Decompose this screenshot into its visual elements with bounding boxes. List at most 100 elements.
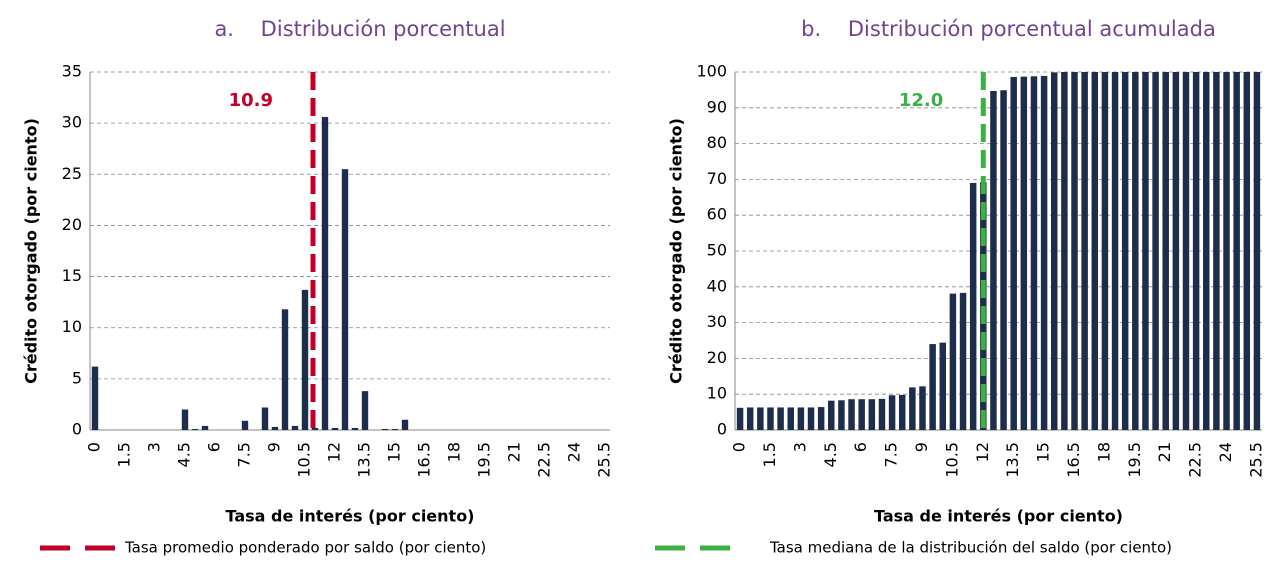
bar — [990, 90, 997, 430]
y-tick-label: 5 — [72, 368, 82, 387]
x-tick-label: 16.5 — [1064, 442, 1083, 478]
bar — [281, 309, 289, 430]
bar — [1101, 72, 1109, 430]
bar — [1111, 72, 1119, 430]
y-tick-label: 50 — [707, 241, 727, 260]
bar — [331, 427, 339, 430]
bar — [1071, 72, 1078, 430]
x-tick-label: 24 — [565, 442, 584, 462]
x-tick-label: 22.5 — [1186, 442, 1205, 478]
bar — [241, 420, 249, 430]
x-tick-label: 3 — [790, 442, 809, 452]
x-tick-label: 18 — [445, 442, 464, 462]
bar — [301, 289, 309, 430]
x-tick-label: 10.5 — [942, 442, 961, 478]
bar — [757, 407, 764, 430]
x-tick-label: 22.5 — [535, 442, 554, 478]
x-tick-label: 25.5 — [595, 442, 614, 478]
y-axis-title: Crédito otorgado (por ciento) — [667, 118, 686, 384]
x-axis-title: Tasa de interés (por ciento) — [225, 507, 474, 526]
x-tick-label: 19.5 — [475, 442, 494, 478]
y-tick-label: 40 — [707, 276, 727, 295]
reference-label: 10.9 — [229, 90, 273, 111]
x-tick-label: 0 — [85, 442, 104, 452]
bar — [1020, 76, 1028, 431]
bar — [1223, 72, 1230, 430]
bar — [391, 428, 399, 430]
y-tick-label: 25 — [62, 164, 82, 183]
y-tick-label: 60 — [707, 205, 727, 224]
bar — [949, 293, 957, 430]
bar — [1091, 72, 1099, 430]
bar — [1132, 72, 1139, 430]
x-tick-label: 4.5 — [821, 442, 840, 467]
bar — [919, 386, 926, 430]
x-tick-label: 24 — [1216, 442, 1235, 462]
x-tick-label: 15 — [385, 442, 404, 462]
x-tick-label: 6 — [205, 442, 224, 452]
x-tick-label: 9 — [265, 442, 284, 452]
x-tick-label: 10.5 — [295, 442, 314, 478]
bar — [838, 400, 845, 430]
x-tick-label: 7.5 — [235, 442, 254, 467]
x-tick-label: 21 — [1155, 442, 1174, 462]
x-tick-label: 12 — [973, 442, 992, 462]
bar — [1213, 72, 1220, 430]
bar — [1061, 72, 1068, 430]
x-tick-label: 16.5 — [415, 442, 434, 478]
bar — [1172, 72, 1180, 430]
bar — [1203, 72, 1210, 430]
bar — [1182, 72, 1190, 430]
y-tick-label: 0 — [717, 420, 727, 439]
bar — [858, 399, 865, 430]
x-tick-label: 15 — [1034, 442, 1053, 462]
bar — [1243, 72, 1251, 430]
bar — [1162, 72, 1169, 430]
bar — [1233, 72, 1240, 430]
bar — [787, 407, 794, 430]
x-tick-label: 3 — [145, 442, 164, 452]
y-tick-label: 0 — [72, 420, 82, 439]
y-tick-label: 15 — [62, 266, 82, 285]
x-tick-label: 7.5 — [882, 442, 901, 467]
bar — [929, 344, 936, 430]
bar — [909, 387, 916, 430]
bar — [767, 407, 774, 430]
bar — [736, 407, 744, 430]
bar — [1010, 77, 1017, 431]
x-tick-label: 13.5 — [355, 442, 374, 478]
bar — [959, 292, 967, 430]
bar — [261, 407, 269, 430]
y-tick-label: 100 — [696, 62, 727, 81]
y-tick-label: 30 — [707, 312, 727, 331]
bar — [888, 395, 896, 430]
bar — [746, 407, 754, 430]
x-axis-title: Tasa de interés (por ciento) — [874, 507, 1123, 526]
bar — [381, 428, 389, 430]
y-tick-label: 10 — [62, 317, 82, 336]
bar — [181, 409, 189, 430]
bar — [1050, 72, 1058, 430]
x-tick-label: 25.5 — [1246, 442, 1265, 478]
bar — [898, 394, 906, 430]
x-tick-label: 19.5 — [1125, 442, 1144, 478]
y-tick-label: 10 — [707, 384, 727, 403]
x-tick-label: 0 — [730, 442, 749, 452]
bar — [1142, 72, 1149, 430]
x-tick-label: 4.5 — [175, 442, 194, 467]
x-tick-label: 12 — [325, 442, 344, 462]
bar — [271, 426, 279, 430]
legend-label: Tasa mediana de la distribución del sald… — [769, 539, 1172, 557]
bar — [1000, 90, 1007, 431]
bar — [191, 428, 199, 430]
y-tick-label: 90 — [707, 97, 727, 116]
bar — [807, 407, 815, 430]
bar — [777, 407, 784, 430]
bar — [1192, 72, 1200, 430]
bar — [1121, 72, 1129, 430]
bar — [868, 399, 876, 430]
bar — [291, 425, 299, 430]
bar — [311, 427, 319, 430]
bar — [351, 427, 359, 430]
reference-label: 12.0 — [899, 90, 943, 111]
